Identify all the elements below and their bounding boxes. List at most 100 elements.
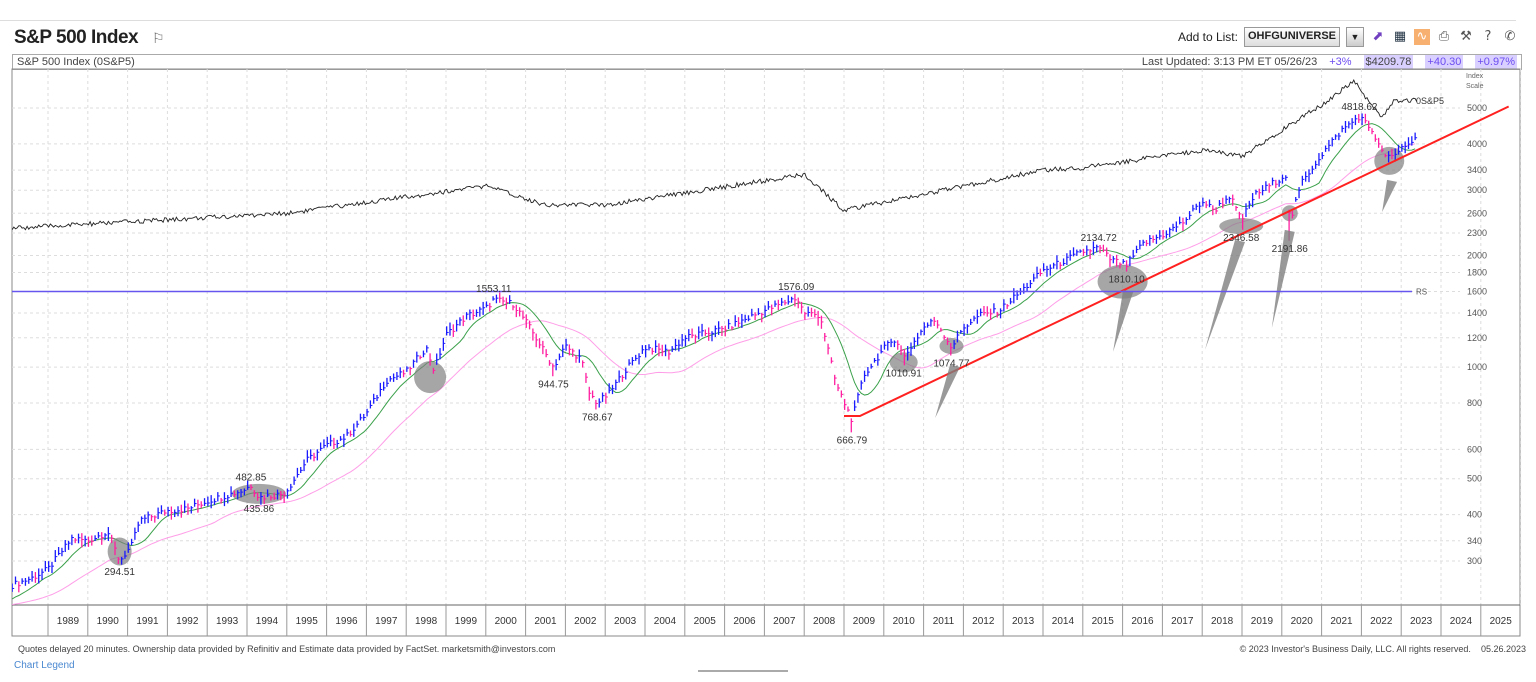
price-label: 1553.11 bbox=[476, 284, 512, 295]
x-tick-label: 2016 bbox=[1131, 616, 1154, 627]
x-tick-label: 2025 bbox=[1490, 616, 1513, 627]
annotation-arrow bbox=[1204, 239, 1246, 350]
x-tick-label: 2018 bbox=[1211, 616, 1234, 627]
top-divider bbox=[0, 20, 1516, 21]
x-tick-label: 1990 bbox=[97, 616, 120, 627]
price-change: +40.30 bbox=[1425, 55, 1464, 69]
x-tick-label: 1996 bbox=[335, 616, 358, 627]
x-tick-label: 1992 bbox=[176, 616, 199, 627]
chart-legend-link[interactable]: Chart Legend bbox=[14, 660, 75, 671]
x-tick-label: 2021 bbox=[1330, 616, 1353, 627]
chevron-down-icon[interactable]: ▼ bbox=[1346, 27, 1364, 47]
chart-icon[interactable]: ⬈ bbox=[1372, 29, 1384, 44]
price-label: 1576.09 bbox=[778, 282, 815, 293]
grid-icon[interactable]: ▦ bbox=[1393, 29, 1407, 44]
highlight-ellipse bbox=[1097, 264, 1148, 299]
orange-chart-icon[interactable]: ∿ bbox=[1414, 29, 1430, 45]
scrollbar[interactable] bbox=[698, 670, 788, 672]
price-label: 294.51 bbox=[104, 567, 135, 578]
y-tick-label: 400 bbox=[1467, 510, 1482, 520]
symbol-name: S&P 500 Index (0S&P5) bbox=[17, 56, 135, 68]
x-tick-label: 2010 bbox=[893, 616, 916, 627]
x-tick-label: 2019 bbox=[1251, 616, 1274, 627]
x-tick-label: 2022 bbox=[1370, 616, 1393, 627]
highlight-ellipse bbox=[231, 483, 286, 504]
x-tick-label: 2004 bbox=[654, 616, 677, 627]
last-updated: Last Updated: 3:13 PM ET 05/26/23 bbox=[1141, 56, 1318, 68]
x-tick-label: 2012 bbox=[972, 616, 995, 627]
x-tick-label: 1989 bbox=[57, 616, 80, 627]
plot-area bbox=[12, 78, 1510, 605]
price-label: 666.79 bbox=[837, 435, 868, 446]
highlight-ellipse bbox=[889, 352, 918, 373]
wrench-icon[interactable]: ⚒ bbox=[1460, 29, 1472, 44]
price: $4209.78 bbox=[1363, 55, 1414, 69]
highlight-ellipse bbox=[939, 338, 964, 355]
add-to-list-label: Add to List: bbox=[1177, 30, 1238, 44]
x-tick-label: 1993 bbox=[216, 616, 239, 627]
x-tick-label: 2001 bbox=[534, 616, 557, 627]
y-tick-label: 1000 bbox=[1467, 362, 1487, 372]
y-tick-label: 340 bbox=[1467, 536, 1482, 546]
highlight-ellipse bbox=[414, 361, 447, 394]
x-tick-label: 2008 bbox=[813, 616, 836, 627]
y-tick-label: 2000 bbox=[1467, 251, 1487, 261]
x-tick-label: 2013 bbox=[1012, 616, 1035, 627]
moving-average-long bbox=[12, 143, 1416, 605]
price-label: 1074.77 bbox=[933, 358, 970, 369]
annotation-arrow bbox=[935, 364, 961, 418]
x-tick-label: 2015 bbox=[1092, 616, 1115, 627]
y-tick-label: 1200 bbox=[1467, 333, 1487, 343]
help-icon[interactable]: ? bbox=[1484, 29, 1492, 44]
flag-icon[interactable]: ⚐ bbox=[152, 30, 165, 46]
x-tick-label: 2002 bbox=[574, 616, 597, 627]
rs-line-label: 0S&P5 bbox=[1416, 96, 1444, 106]
relative-strength-line bbox=[12, 78, 1418, 231]
x-tick-label: 2014 bbox=[1052, 616, 1075, 627]
phone-icon[interactable]: ✆ bbox=[1504, 29, 1516, 44]
x-tick-label: 2000 bbox=[495, 616, 518, 627]
print-icon[interactable]: ⎙ bbox=[1438, 29, 1450, 44]
x-tick-label: 2009 bbox=[853, 616, 876, 627]
x-tick-label: 1991 bbox=[136, 616, 159, 627]
y-tick-label: 300 bbox=[1467, 556, 1482, 566]
x-tick-label: 2024 bbox=[1450, 616, 1473, 627]
price-label: 2134.72 bbox=[1081, 233, 1118, 244]
page-title: S&P 500 Index bbox=[14, 27, 139, 48]
price-label: 944.75 bbox=[538, 379, 569, 390]
annotation-arrow bbox=[1113, 290, 1134, 352]
price-label: 4818.62 bbox=[1341, 102, 1378, 113]
x-tick-label: 2007 bbox=[773, 616, 796, 627]
list-select[interactable]: OHFGUNIVERSE bbox=[1243, 27, 1340, 47]
x-tick-label: 1999 bbox=[455, 616, 478, 627]
price-label: 482.85 bbox=[236, 472, 267, 483]
highlight-ellipse bbox=[107, 537, 132, 566]
price-label: 435.86 bbox=[244, 504, 275, 515]
x-tick-label: 1997 bbox=[375, 616, 398, 627]
price-change-pct: +0.97% bbox=[1475, 55, 1517, 69]
x-tick-label: 2017 bbox=[1171, 616, 1194, 627]
x-tick-label: 2006 bbox=[733, 616, 756, 627]
y-axis-title: Index bbox=[1466, 73, 1484, 80]
y-tick-label: 1600 bbox=[1467, 286, 1487, 296]
y-tick-label: 2300 bbox=[1467, 228, 1487, 238]
y-tick-label: 1800 bbox=[1467, 267, 1487, 277]
y-tick-label: 600 bbox=[1467, 444, 1482, 454]
y-tick-label: 4000 bbox=[1467, 139, 1487, 149]
price-label: 2346.58 bbox=[1223, 233, 1260, 244]
y-tick-label: 2600 bbox=[1467, 208, 1487, 218]
moving-average-short bbox=[12, 123, 1416, 600]
highlight-ellipse bbox=[1219, 218, 1264, 235]
copyright-text: © 2023 Investor's Business Daily, LLC. A… bbox=[1239, 644, 1471, 654]
y-tick-label: 3400 bbox=[1467, 165, 1487, 175]
plot-frame bbox=[11, 68, 1521, 637]
annotation-arrow bbox=[1382, 179, 1398, 213]
price-label: 768.67 bbox=[582, 412, 613, 423]
x-tick-label: 1998 bbox=[415, 616, 438, 627]
x-tick-label: 1995 bbox=[296, 616, 319, 627]
footer-date: 05.26.2023 bbox=[1480, 644, 1526, 654]
horizontal-line-label: RS bbox=[1416, 287, 1427, 296]
annotation-arrow bbox=[1271, 229, 1295, 328]
x-tick-label: 2023 bbox=[1410, 616, 1433, 627]
